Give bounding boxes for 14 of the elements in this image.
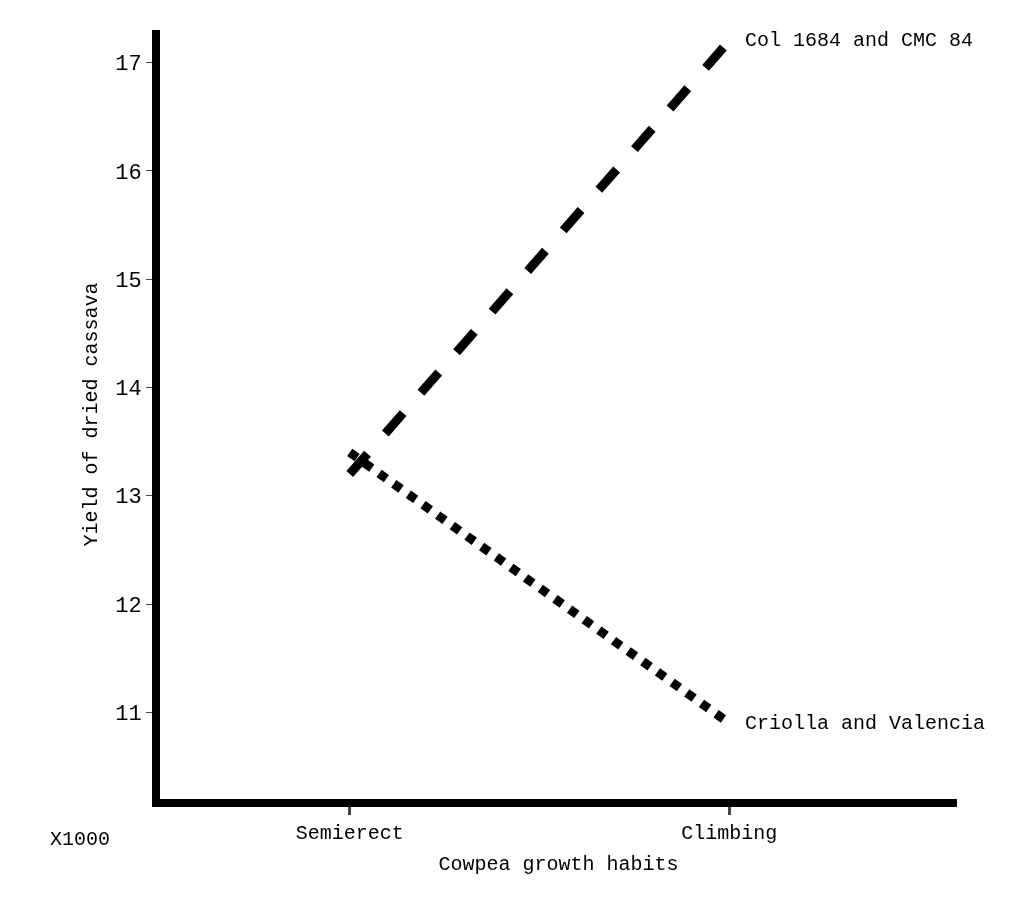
x-axis-title: Cowpea growth habits — [438, 853, 679, 876]
y-tick-label: 14 — [115, 377, 142, 403]
y-tick-label: 12 — [115, 593, 142, 619]
text: X1000 — [50, 828, 111, 851]
series-label: Col 1684 and CMC 84 — [745, 29, 974, 52]
y-tick-label: 11 — [115, 702, 142, 728]
y-axis-title: Yield of dried cassava — [80, 282, 104, 547]
series-label: Criolla and Valencia — [745, 712, 986, 735]
y-tick-label: 16 — [115, 160, 142, 186]
y-tick-label: 15 — [115, 268, 142, 294]
y-tick-label: 13 — [115, 485, 142, 511]
x-tick-label: Climbing — [681, 822, 778, 845]
y-tick-label: 17 — [115, 52, 142, 78]
x-tick-label: Semierect — [295, 822, 404, 845]
